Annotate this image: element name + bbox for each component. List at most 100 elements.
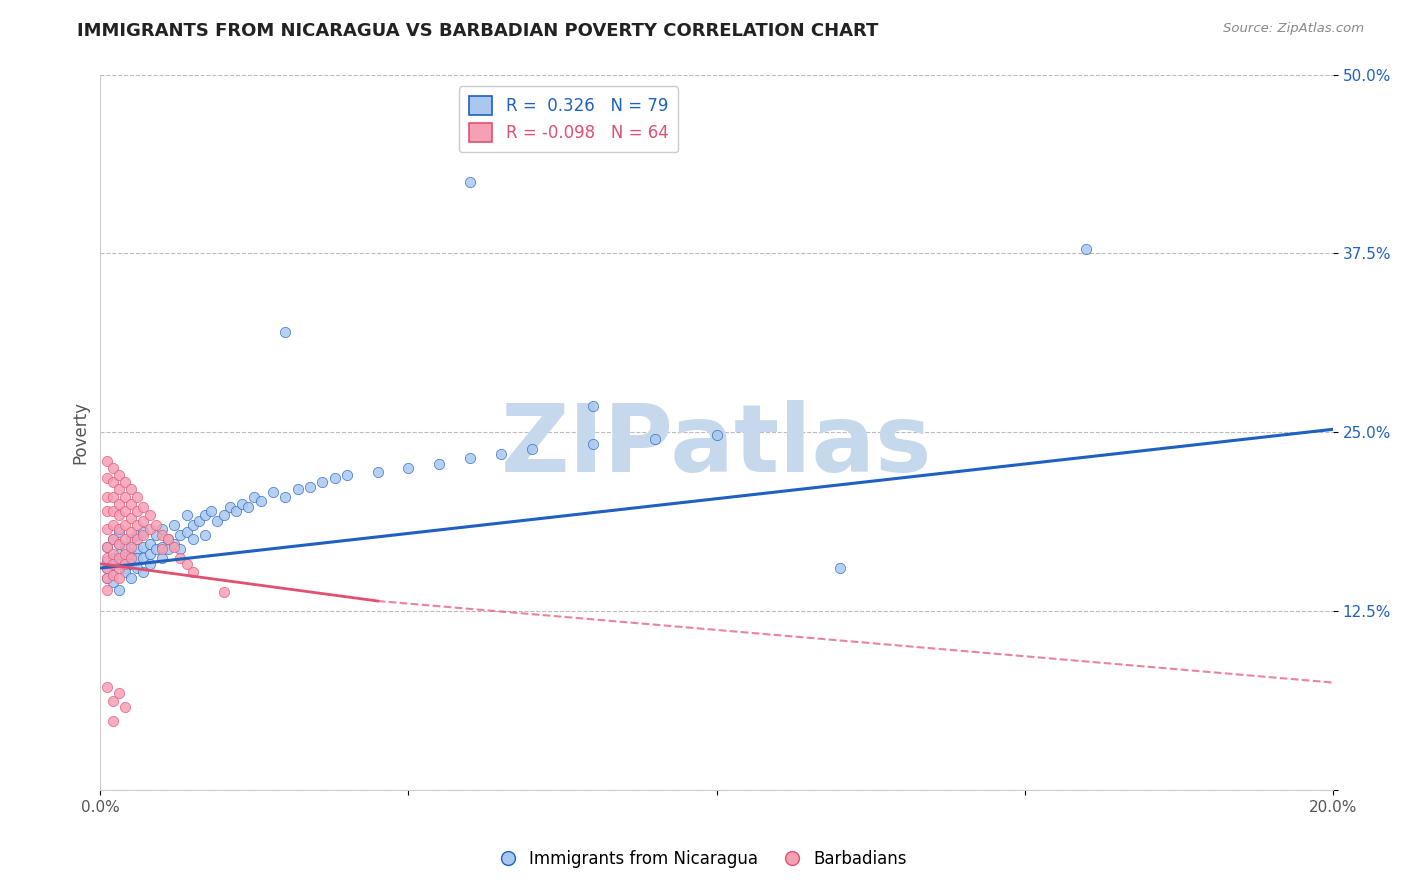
Point [96,571,118,585]
Point [96,490,118,504]
Point [138,557,160,571]
Point [169,551,191,566]
Point [138,547,160,561]
Point [101,490,124,504]
Point [127,561,149,575]
Point [176,557,198,571]
Point [274,490,297,504]
Point [169,542,191,557]
Point [101,568,124,582]
Point [157,533,180,547]
Point [176,508,198,523]
Point [101,533,124,547]
Point [96,561,118,575]
Point [108,525,131,540]
Point [120,525,142,540]
Point [108,557,131,571]
Point [132,500,155,514]
Point [150,540,173,554]
Point [127,504,149,518]
Point [150,528,173,542]
Point [120,533,142,547]
Point [96,504,118,518]
Point [101,714,124,728]
Point [114,518,136,533]
Point [127,490,149,504]
Point [120,551,142,566]
Point [114,566,136,580]
Point [108,551,131,566]
Point [218,500,240,514]
Point [138,537,160,551]
Point [150,551,173,566]
Point [114,547,136,561]
Point [181,533,204,547]
Point [108,508,131,523]
Point [582,436,605,450]
Point [1076,242,1098,256]
Point [96,471,118,485]
Point [114,557,136,571]
Point [169,528,191,542]
Point [101,551,124,566]
Point [96,571,118,585]
Point [287,483,309,497]
Point [200,504,222,518]
Point [367,465,389,479]
Point [132,551,155,566]
Point [108,523,131,537]
Point [138,508,160,523]
Text: Source: ZipAtlas.com: Source: ZipAtlas.com [1223,22,1364,36]
Point [458,450,481,465]
Point [114,561,136,575]
Point [427,457,450,471]
Point [101,547,124,561]
Point [194,528,217,542]
Point [108,582,131,597]
Point [120,557,142,571]
Point [150,523,173,537]
Point [114,504,136,518]
Point [114,475,136,490]
Point [132,566,155,580]
Legend: R =  0.326   N = 79, R = -0.098   N = 64: R = 0.326 N = 79, R = -0.098 N = 64 [458,87,678,153]
Point [108,571,131,585]
Point [187,514,209,528]
Point [706,428,728,442]
Point [458,175,481,189]
Point [101,533,124,547]
Point [163,537,186,551]
Point [398,461,420,475]
Point [96,680,118,694]
Point [212,585,235,599]
Point [176,525,198,540]
Point [96,540,118,554]
Point [145,542,167,557]
Text: ZIPatlas: ZIPatlas [501,401,932,492]
Point [114,699,136,714]
Point [212,508,235,523]
Point [108,685,131,699]
Y-axis label: Poverty: Poverty [72,401,89,464]
Point [108,547,131,561]
Point [323,471,346,485]
Point [150,542,173,557]
Point [108,468,131,483]
Point [163,540,186,554]
Point [96,554,118,568]
Point [96,582,118,597]
Point [582,400,605,414]
Point [231,497,253,511]
Point [127,533,149,547]
Point [96,523,118,537]
Point [114,554,136,568]
Point [274,325,297,339]
Point [132,525,155,540]
Point [96,454,118,468]
Point [120,547,142,561]
Point [114,490,136,504]
Point [127,542,149,557]
Point [108,537,131,551]
Point [181,566,204,580]
Point [157,542,180,557]
